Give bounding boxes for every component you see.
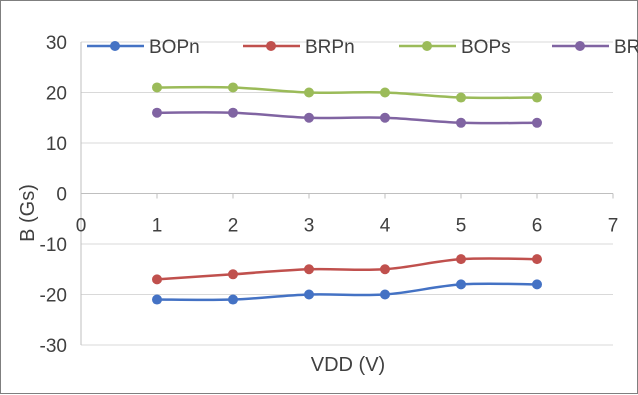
legend-marker-brps — [575, 41, 585, 51]
data-point-bops — [152, 82, 162, 93]
y-tick-label: -30 — [40, 336, 67, 357]
data-point-brps — [456, 117, 466, 128]
y-tick-label: 10 — [46, 134, 67, 155]
x-tick-label: 7 — [608, 216, 619, 237]
x-tick-label: 0 — [76, 216, 87, 237]
x-tick-label: 5 — [456, 216, 467, 237]
series-line-bops — [156, 85, 538, 100]
data-point-brpn — [304, 264, 314, 275]
y-tick-label: 0 — [56, 185, 67, 206]
legend-label-bopn: BOPn — [149, 37, 200, 58]
data-point-bops — [532, 92, 542, 103]
data-point-brps — [380, 112, 390, 123]
axes — [80, 42, 614, 345]
data-point-bopn — [456, 279, 466, 290]
x-axis-title: VDD (V) — [311, 354, 385, 376]
data-point-brpn — [380, 264, 390, 275]
series-group — [152, 82, 542, 305]
y-tick-label: -10 — [40, 235, 67, 256]
legend-marker-bopn — [110, 41, 120, 51]
series-line-brps — [156, 111, 538, 125]
data-point-brps — [228, 107, 238, 118]
legend: BOPn BRPn BOPs BRPs — [87, 37, 638, 58]
legend-label-brps: BRPs — [614, 37, 638, 58]
data-point-bopn — [152, 294, 162, 305]
data-point-bopn — [304, 289, 314, 300]
x-tick-label: 6 — [532, 216, 543, 237]
data-point-brpn — [456, 254, 466, 265]
series-line-brpn — [156, 257, 538, 281]
data-point-bops — [456, 92, 466, 103]
y-axis-title: B (Gs) — [17, 184, 39, 242]
tick-labels: 30 20 10 0 -10 -20 -30 0 1 2 3 4 5 6 7 — [40, 33, 619, 357]
x-tick-label: 4 — [380, 216, 391, 237]
data-point-brps — [532, 117, 542, 128]
legend-marker-bops — [422, 41, 432, 51]
data-point-bopn — [228, 294, 238, 305]
data-point-bops — [380, 87, 390, 98]
x-tick-label: 1 — [152, 216, 163, 237]
x-tick-label: 2 — [228, 216, 239, 237]
data-point-brps — [152, 107, 162, 118]
y-tick-label: 20 — [46, 84, 67, 105]
data-point-brpn — [532, 254, 542, 265]
data-point-bops — [304, 87, 314, 98]
data-point-bopn — [532, 279, 542, 290]
legend-label-brpn: BRPn — [305, 37, 355, 58]
legend-marker-brpn — [266, 41, 276, 51]
x-tick-label: 3 — [304, 216, 315, 237]
data-point-brpn — [152, 274, 162, 285]
data-point-brpn — [228, 269, 238, 280]
y-tick-label: 30 — [46, 33, 67, 54]
legend-label-bops: BOPs — [461, 37, 511, 58]
data-point-bopn — [380, 289, 390, 300]
data-point-brps — [304, 112, 314, 123]
data-point-bops — [228, 82, 238, 93]
y-tick-label: -20 — [40, 286, 67, 307]
series-line-bopn — [156, 282, 538, 302]
